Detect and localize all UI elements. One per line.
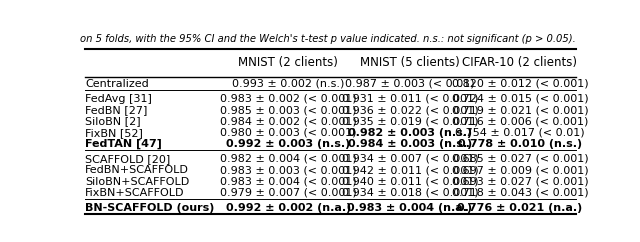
Text: FedAvg [31]: FedAvg [31] bbox=[85, 94, 152, 104]
Text: 0.982 ± 0.003 (n.s.): 0.982 ± 0.003 (n.s.) bbox=[348, 128, 472, 138]
Text: 0.992 ± 0.002 (n.a.): 0.992 ± 0.002 (n.a.) bbox=[226, 203, 351, 213]
Text: Centralized: Centralized bbox=[85, 79, 148, 89]
Text: 0.718 ± 0.043 (< 0.001): 0.718 ± 0.043 (< 0.001) bbox=[452, 188, 588, 198]
Text: FedBN+SCAFFOLD: FedBN+SCAFFOLD bbox=[85, 165, 189, 175]
Text: 0.984 ± 0.002 (< 0.001): 0.984 ± 0.002 (< 0.001) bbox=[220, 116, 356, 126]
Text: BN-SCAFFOLD (ours): BN-SCAFFOLD (ours) bbox=[85, 203, 214, 213]
Text: 0.993 ± 0.002 (n.s.): 0.993 ± 0.002 (n.s.) bbox=[232, 79, 344, 89]
Text: 0.719 ± 0.021 (< 0.001): 0.719 ± 0.021 (< 0.001) bbox=[452, 105, 588, 115]
Text: 0.716 ± 0.006 (< 0.001): 0.716 ± 0.006 (< 0.001) bbox=[452, 116, 588, 126]
Text: MNIST (5 clients): MNIST (5 clients) bbox=[360, 56, 460, 69]
Text: on 5 folds, with the 95% CI and the Welch's t-test p value indicated. n.s.: not : on 5 folds, with the 95% CI and the Welc… bbox=[80, 34, 576, 44]
Text: 0.942 ± 0.011 (< 0.001): 0.942 ± 0.011 (< 0.001) bbox=[342, 165, 478, 175]
Text: 0.685 ± 0.027 (< 0.001): 0.685 ± 0.027 (< 0.001) bbox=[452, 154, 588, 164]
Text: CIFAR-10 (2 clients): CIFAR-10 (2 clients) bbox=[463, 56, 577, 69]
Text: 0.820 ± 0.012 (< 0.001): 0.820 ± 0.012 (< 0.001) bbox=[452, 79, 588, 89]
Text: 0.987 ± 0.003 (< 0.01): 0.987 ± 0.003 (< 0.01) bbox=[345, 79, 475, 89]
Text: SCAFFOLD [20]: SCAFFOLD [20] bbox=[85, 154, 170, 164]
Text: 0.934 ± 0.018 (< 0.001): 0.934 ± 0.018 (< 0.001) bbox=[342, 188, 478, 198]
Text: 0.724 ± 0.015 (< 0.001): 0.724 ± 0.015 (< 0.001) bbox=[452, 94, 588, 104]
Text: 0.992 ± 0.003 (n.s.): 0.992 ± 0.003 (n.s.) bbox=[226, 139, 351, 149]
Text: 0.697 ± 0.009 (< 0.001): 0.697 ± 0.009 (< 0.001) bbox=[452, 165, 588, 175]
Text: 0.934 ± 0.007 (< 0.001): 0.934 ± 0.007 (< 0.001) bbox=[342, 154, 478, 164]
Text: 0.936 ± 0.022 (< 0.001): 0.936 ± 0.022 (< 0.001) bbox=[342, 105, 478, 115]
Text: MNIST (2 clients): MNIST (2 clients) bbox=[238, 56, 339, 69]
Text: 0.983 ± 0.004 (< 0.001): 0.983 ± 0.004 (< 0.001) bbox=[220, 177, 356, 187]
Text: FixBN [52]: FixBN [52] bbox=[85, 128, 143, 138]
Text: 0.983 ± 0.004 (n.a.): 0.983 ± 0.004 (n.a.) bbox=[348, 203, 472, 213]
Text: FedTAN [47]: FedTAN [47] bbox=[85, 139, 162, 149]
Text: 0.776 ± 0.021 (n.a.): 0.776 ± 0.021 (n.a.) bbox=[458, 203, 582, 213]
Text: 0.778 ± 0.010 (n.s.): 0.778 ± 0.010 (n.s.) bbox=[458, 139, 582, 149]
Text: 0.983 ± 0.002 (< 0.001): 0.983 ± 0.002 (< 0.001) bbox=[220, 94, 356, 104]
Text: FedBN [27]: FedBN [27] bbox=[85, 105, 147, 115]
Text: 0.754 ± 0.017 (< 0.01): 0.754 ± 0.017 (< 0.01) bbox=[455, 128, 585, 138]
Text: SiloBN+SCAFFOLD: SiloBN+SCAFFOLD bbox=[85, 177, 189, 187]
Text: 0.940 ± 0.011 (< 0.001): 0.940 ± 0.011 (< 0.001) bbox=[342, 177, 478, 187]
Text: 0.935 ± 0.019 (< 0.001): 0.935 ± 0.019 (< 0.001) bbox=[342, 116, 478, 126]
Text: 0.985 ± 0.003 (< 0.001): 0.985 ± 0.003 (< 0.001) bbox=[220, 105, 356, 115]
Text: 0.979 ± 0.007 (< 0.001): 0.979 ± 0.007 (< 0.001) bbox=[220, 188, 356, 198]
Text: 0.980 ± 0.003 (< 0.001): 0.980 ± 0.003 (< 0.001) bbox=[220, 128, 356, 138]
Text: 0.984 ± 0.003 (n.s.): 0.984 ± 0.003 (n.s.) bbox=[348, 139, 472, 149]
Text: 0.931 ± 0.011 (< 0.001): 0.931 ± 0.011 (< 0.001) bbox=[342, 94, 478, 104]
Text: SiloBN [2]: SiloBN [2] bbox=[85, 116, 141, 126]
Text: 0.982 ± 0.004 (< 0.001): 0.982 ± 0.004 (< 0.001) bbox=[220, 154, 356, 164]
Text: 0.983 ± 0.003 (< 0.001): 0.983 ± 0.003 (< 0.001) bbox=[220, 165, 356, 175]
Text: 0.693 ± 0.027 (< 0.001): 0.693 ± 0.027 (< 0.001) bbox=[452, 177, 588, 187]
Text: FixBN+SCAFFOLD: FixBN+SCAFFOLD bbox=[85, 188, 184, 198]
